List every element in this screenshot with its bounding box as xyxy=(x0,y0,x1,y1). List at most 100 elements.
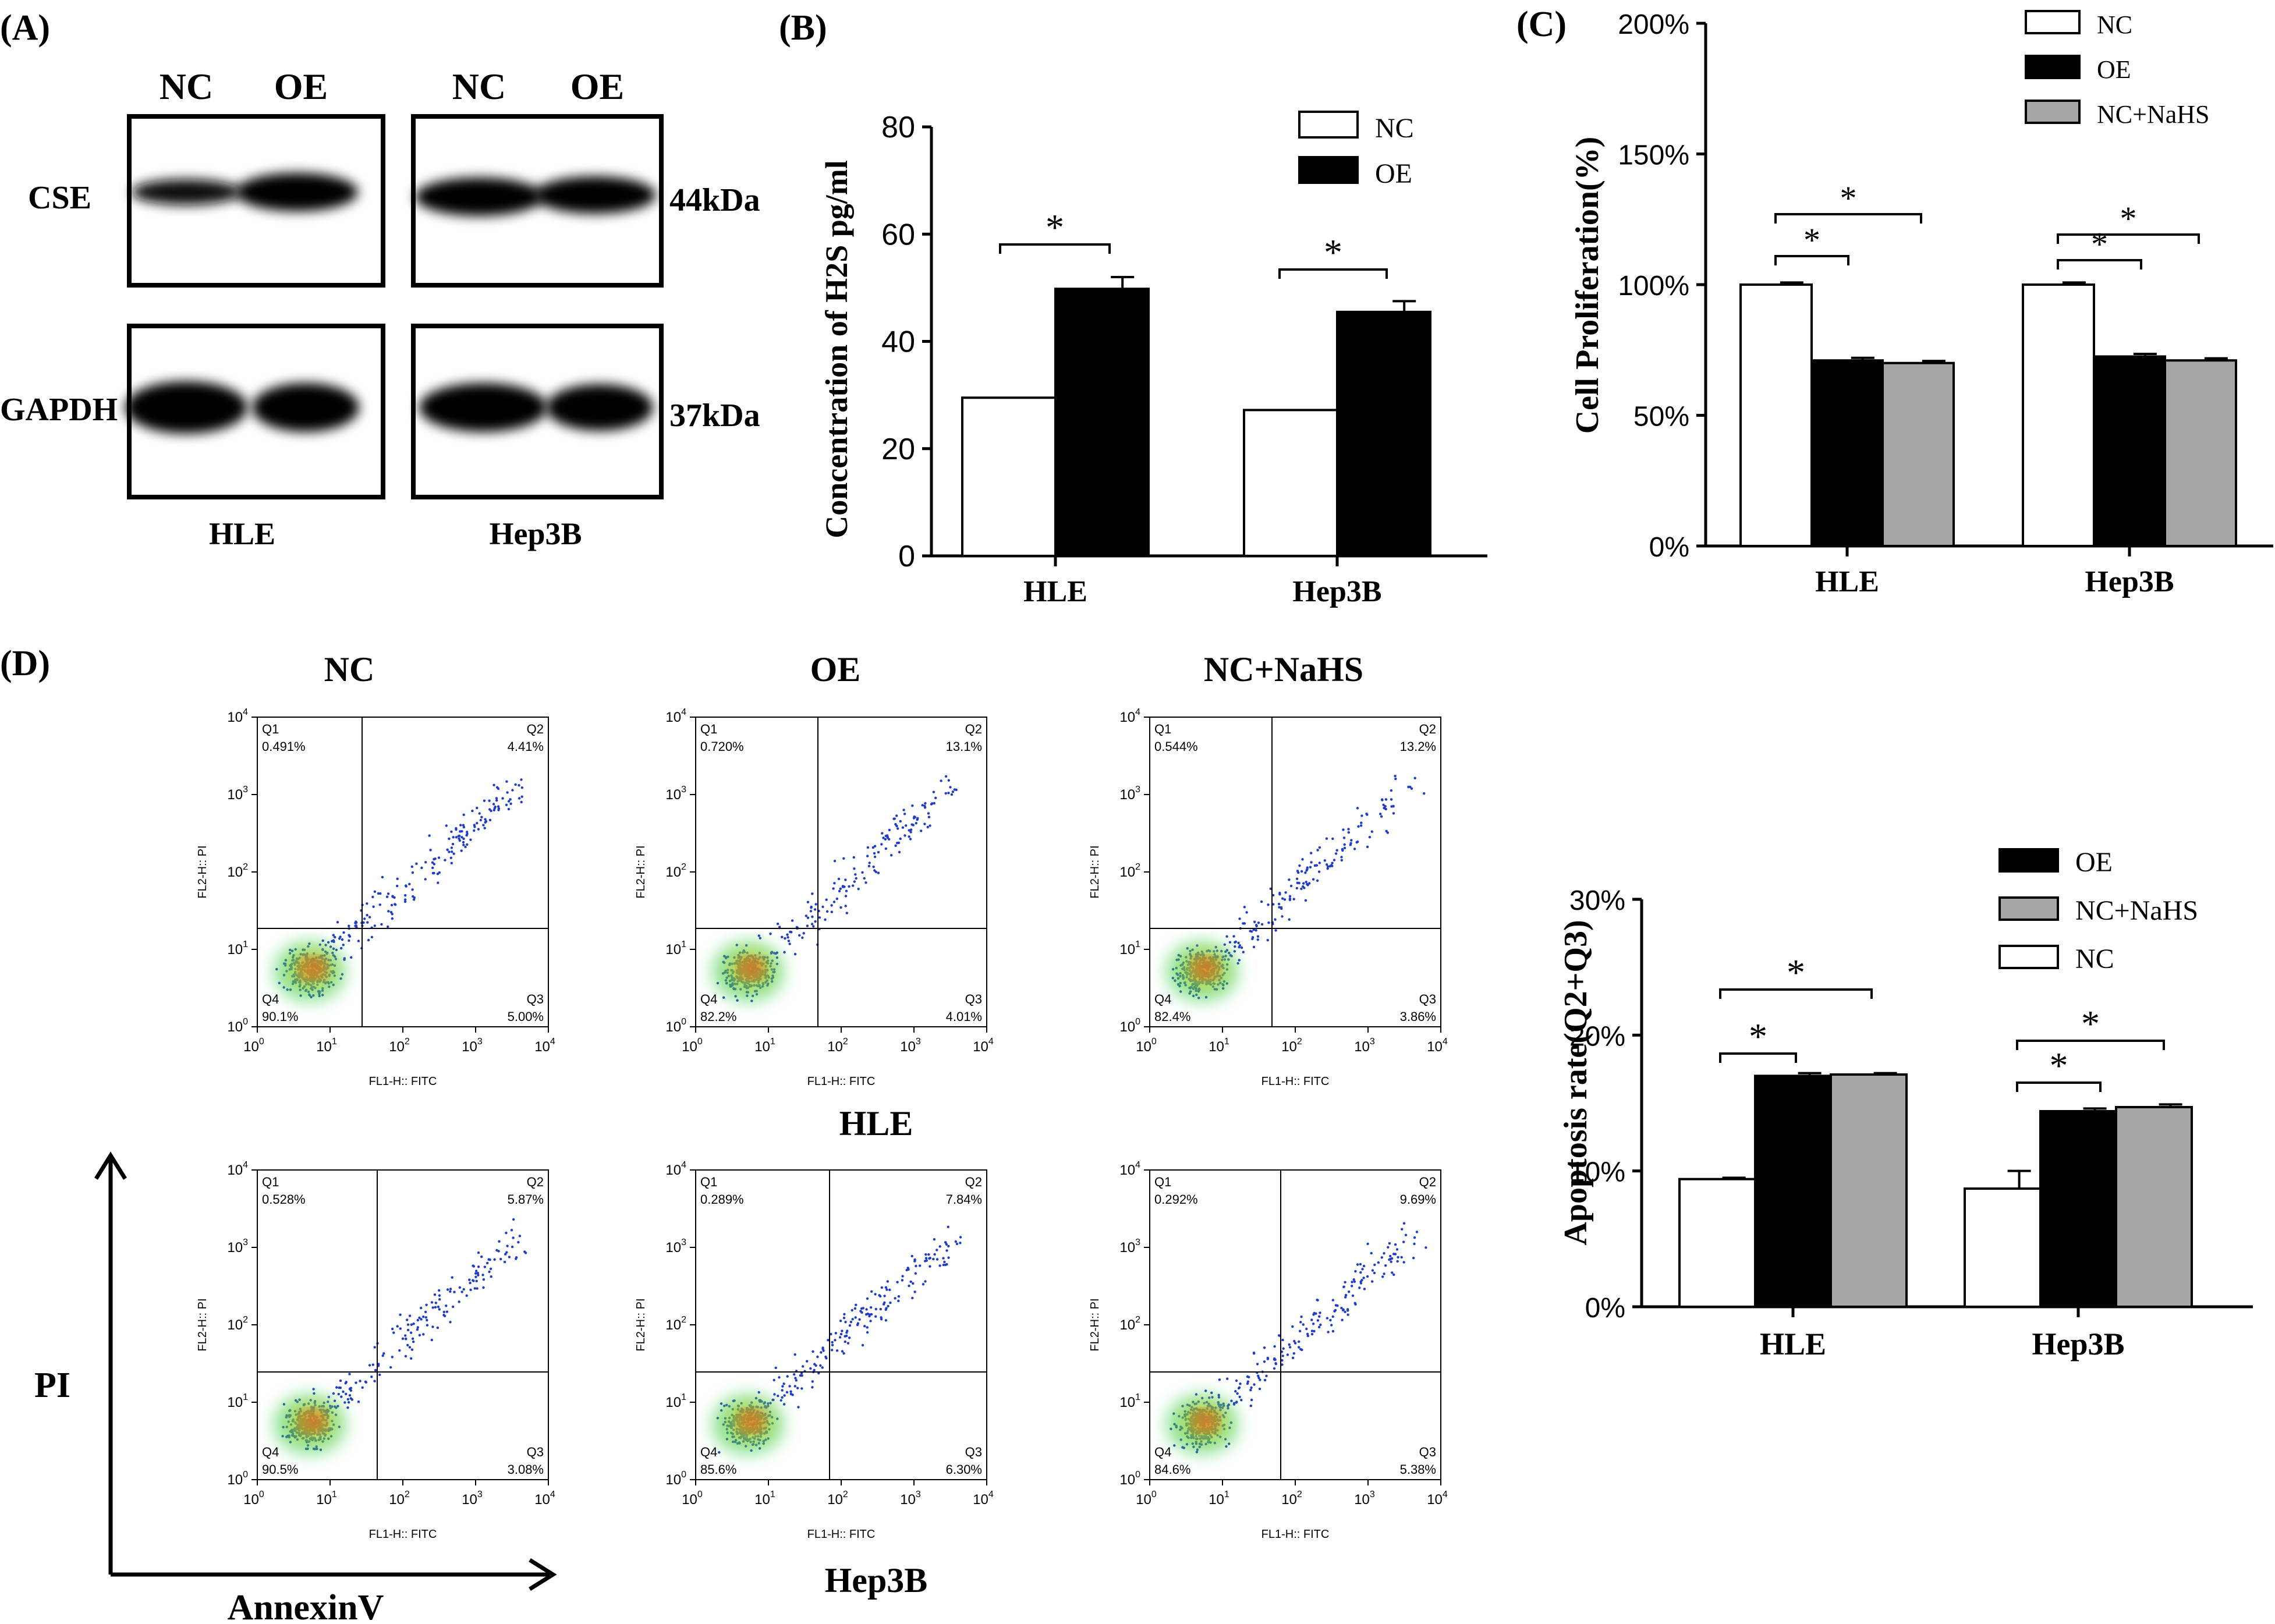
flow-density-red xyxy=(1195,1412,1216,1430)
flow-event-dot xyxy=(429,849,432,852)
flow-event-dot xyxy=(1282,1347,1285,1350)
flow-event-dot xyxy=(861,871,864,874)
flow-event-dot xyxy=(1359,1280,1362,1283)
flow-event-dot xyxy=(959,1236,962,1239)
flow-event-dot xyxy=(496,786,499,789)
flow-event-dot xyxy=(357,939,360,942)
quadrant-value-q4: 85.6% xyxy=(700,1462,736,1477)
flow-event-dot xyxy=(853,880,856,883)
quadrant-value-q1: 0.720% xyxy=(700,739,744,754)
flow-event-dot xyxy=(1256,938,1259,941)
flow-event-dot xyxy=(409,1331,413,1334)
quadrant-value-q2: 13.1% xyxy=(946,739,982,754)
flow-event-dot xyxy=(507,800,511,803)
flow-event-dot xyxy=(842,1352,845,1355)
flow-event-dot xyxy=(1347,831,1350,834)
flow-event-dot xyxy=(501,797,504,800)
flow-event-dot xyxy=(943,1260,946,1264)
flow-event-dot xyxy=(925,1259,928,1262)
flow-event-dot xyxy=(1334,852,1338,855)
flow-event-dot xyxy=(460,830,463,833)
flow-event-dot xyxy=(348,935,352,938)
flow-event-dot xyxy=(909,838,912,841)
flow-event-dot xyxy=(1298,1340,1300,1343)
flow-event-dot xyxy=(488,1270,491,1274)
flow-event-dot xyxy=(1348,1290,1351,1293)
flow-event-dot xyxy=(1342,828,1345,831)
flow-event-dot xyxy=(474,1275,477,1278)
lane-label-nc-hep3b: NC xyxy=(452,66,506,107)
flow-event-dot xyxy=(880,1286,884,1289)
flow-x-axis-label: FL1-H:: FITC xyxy=(1261,1075,1330,1088)
flow-event-dot xyxy=(1210,1391,1213,1394)
flow-event-dot xyxy=(1236,1392,1239,1395)
flow-ytick-power: 2 xyxy=(243,1315,248,1325)
flow-event-dot xyxy=(1355,841,1358,844)
flow-event-dot xyxy=(1317,1325,1321,1329)
flow-xtick-label: 100 xyxy=(243,1490,264,1508)
flow-event-dot xyxy=(1263,1378,1267,1382)
row-title-hle: HLE xyxy=(839,1104,913,1143)
flow-event-dot xyxy=(1391,1271,1394,1274)
flow-event-dot xyxy=(1404,1233,1408,1236)
flow-event-dot xyxy=(391,895,394,898)
flow-event-dot xyxy=(1316,1299,1319,1302)
flow-event-dot xyxy=(892,817,895,820)
chart-b-category-label: Hep3B xyxy=(1292,575,1381,608)
flow-event-dot xyxy=(438,1289,441,1292)
flow-ytick-label: 100 xyxy=(1119,1017,1140,1035)
flow-event-dot xyxy=(810,923,814,926)
flow-event-dot xyxy=(343,1401,346,1404)
flow-event-dot xyxy=(438,1298,441,1301)
row-label-gapdh: GAPDH xyxy=(0,392,118,428)
flow-event-dot xyxy=(1249,1388,1252,1392)
flow-event-dot xyxy=(848,885,851,888)
flow-event-dot xyxy=(408,1346,412,1349)
chart-c-legend-label: NC xyxy=(2097,10,2132,39)
flow-event-dot xyxy=(923,804,926,807)
flow-xtick-power: 1 xyxy=(1224,1490,1229,1499)
flow-event-dot xyxy=(1331,1299,1334,1302)
quadrant-value-q1: 0.292% xyxy=(1154,1192,1198,1207)
flow-event-dot xyxy=(1274,929,1277,932)
flow-event-dot xyxy=(1273,1345,1276,1348)
flow-event-dot xyxy=(853,1307,857,1310)
flow-event-dot xyxy=(1263,1360,1266,1363)
flow-event-dot xyxy=(757,1391,760,1394)
flow-event-dot xyxy=(350,956,353,959)
flow-event-dot xyxy=(517,1241,520,1244)
flow-event-dot xyxy=(896,842,899,845)
flow-event-dot xyxy=(1346,1309,1349,1312)
flow-event-dot xyxy=(339,1379,342,1382)
flow-event-dot xyxy=(857,888,860,891)
quadrant-value-q3: 4.01% xyxy=(946,1009,982,1024)
flow-event-dot xyxy=(830,1349,834,1352)
flow-event-dot xyxy=(854,1316,857,1319)
flow-event-dot xyxy=(477,828,480,831)
flow-ytick-label: 100 xyxy=(1119,1470,1140,1488)
flow-event-dot xyxy=(1286,1353,1289,1356)
flow-event-dot xyxy=(1252,945,1256,949)
flow-event-dot xyxy=(835,1349,839,1352)
flow-event-dot xyxy=(833,882,836,885)
flow-xtick-power: 0 xyxy=(697,1037,703,1047)
flow-event-dot xyxy=(339,946,343,950)
quadrant-value-q1: 0.528% xyxy=(262,1192,306,1207)
flow-event-dot xyxy=(1266,1357,1269,1360)
flow-event-dot xyxy=(392,1331,395,1334)
flow-xtick-label: 103 xyxy=(462,1037,483,1055)
flow-event-dot xyxy=(476,822,479,825)
flow-event-dot xyxy=(349,1397,352,1400)
flow-event-dot xyxy=(484,818,487,821)
flow-event-dot xyxy=(1395,1248,1399,1251)
flow-ytick-power: 4 xyxy=(681,1160,686,1170)
flow-event-dot xyxy=(482,824,485,827)
flow-event-dot xyxy=(483,1265,487,1268)
quadrant-value-q2: 7.84% xyxy=(946,1192,982,1207)
flow-event-dot xyxy=(821,1348,824,1350)
flow-event-dot xyxy=(1389,1254,1392,1258)
flow-event-dot xyxy=(483,799,486,802)
flow-event-dot xyxy=(1342,836,1346,839)
flow-event-dot xyxy=(424,878,427,881)
flow-event-dot xyxy=(944,792,947,795)
